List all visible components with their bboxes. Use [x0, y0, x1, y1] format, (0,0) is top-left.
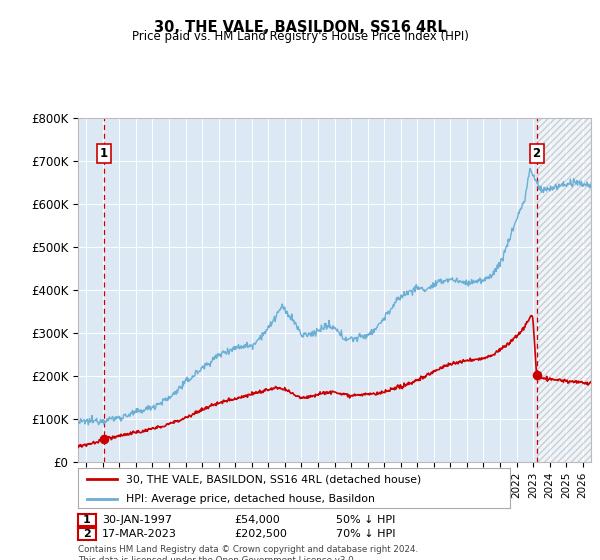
Text: 1: 1 — [100, 147, 108, 160]
Text: 2: 2 — [83, 529, 91, 539]
Text: 70% ↓ HPI: 70% ↓ HPI — [336, 529, 395, 539]
Text: 1: 1 — [83, 515, 91, 525]
Text: 17-MAR-2023: 17-MAR-2023 — [102, 529, 177, 539]
Text: 30, THE VALE, BASILDON, SS16 4RL: 30, THE VALE, BASILDON, SS16 4RL — [154, 20, 446, 35]
Text: £54,000: £54,000 — [234, 515, 280, 525]
Text: HPI: Average price, detached house, Basildon: HPI: Average price, detached house, Basi… — [125, 494, 374, 504]
Text: 30-JAN-1997: 30-JAN-1997 — [102, 515, 172, 525]
Point — [532, 370, 541, 379]
Text: Contains HM Land Registry data © Crown copyright and database right 2024.
This d: Contains HM Land Registry data © Crown c… — [78, 545, 418, 560]
Bar — [536, 118, 591, 462]
Text: 2: 2 — [532, 147, 541, 160]
Text: £202,500: £202,500 — [234, 529, 287, 539]
Text: 50% ↓ HPI: 50% ↓ HPI — [336, 515, 395, 525]
Point — [100, 434, 109, 443]
Text: Price paid vs. HM Land Registry's House Price Index (HPI): Price paid vs. HM Land Registry's House … — [131, 30, 469, 43]
Text: 30, THE VALE, BASILDON, SS16 4RL (detached house): 30, THE VALE, BASILDON, SS16 4RL (detach… — [125, 474, 421, 484]
